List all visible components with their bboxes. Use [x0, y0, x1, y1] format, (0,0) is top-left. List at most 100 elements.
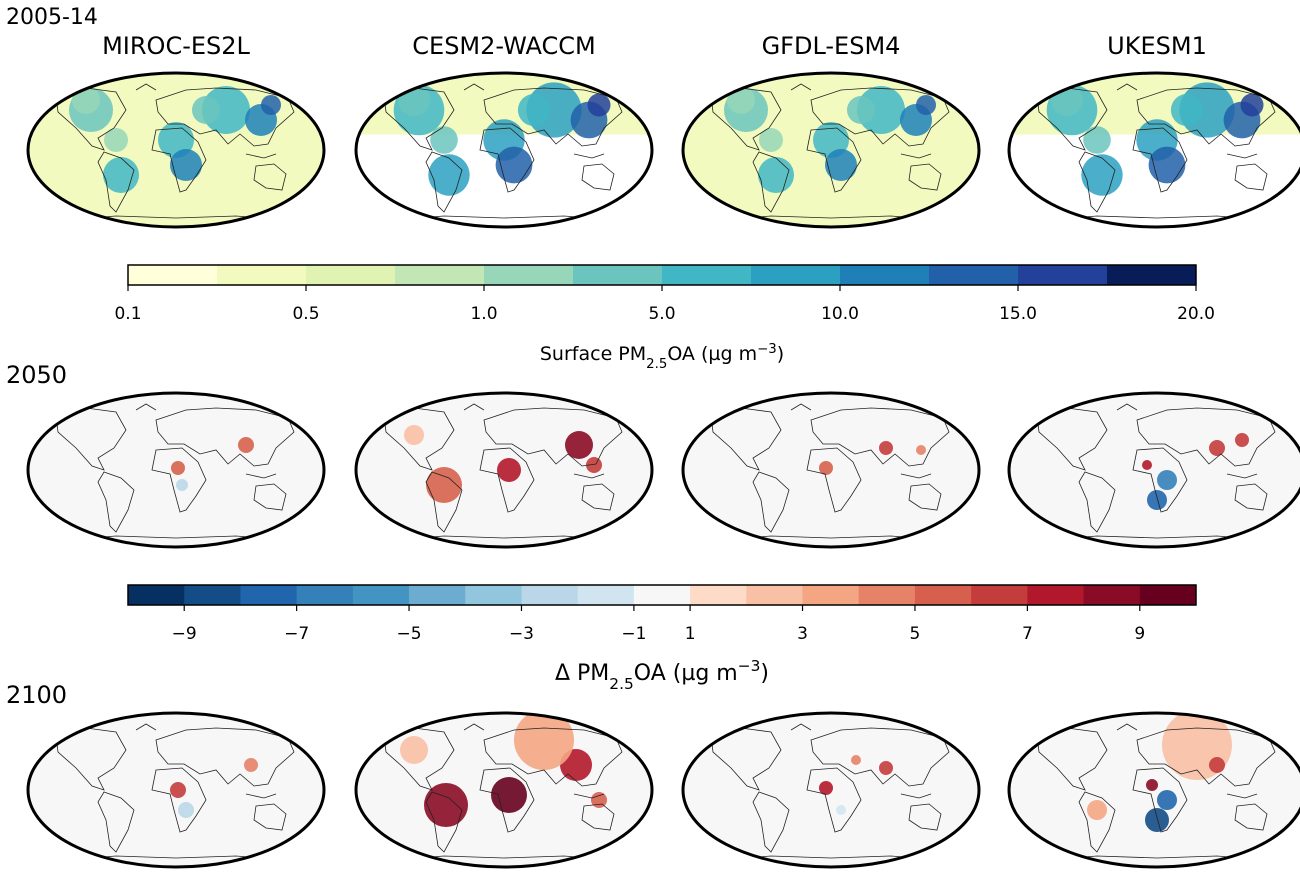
- field-blob: [1148, 146, 1186, 184]
- colorbar-box: [217, 265, 307, 285]
- field-blob: [517, 93, 551, 127]
- colorbar-box: [296, 585, 354, 605]
- map-panel: [683, 73, 979, 227]
- colorbar-box: [484, 265, 574, 285]
- field-blob: [1170, 93, 1204, 127]
- colorbar-box: [662, 265, 752, 285]
- field-blob: [171, 461, 185, 475]
- field-blob: [491, 777, 527, 813]
- colorbar-tick-label: 1: [685, 624, 696, 644]
- model-title: GFDL-ESM4: [762, 32, 901, 60]
- colorbar-box: [914, 585, 972, 605]
- colorbar-tick-label: 3: [797, 624, 808, 644]
- field-blob: [1235, 433, 1249, 447]
- colorbar-tick-label: −9: [172, 624, 197, 644]
- period-label: 2050: [6, 361, 67, 389]
- field-blob: [430, 126, 458, 154]
- field-blob: [404, 425, 424, 445]
- colorbar-label: Surface PM2.5OA (µg m−3): [540, 342, 784, 372]
- colorbar-tick-label: 7: [1022, 624, 1033, 644]
- field-blob: [916, 445, 926, 455]
- map-border: [1007, 71, 1300, 229]
- period-label: 2005-14: [6, 5, 98, 30]
- map-border: [26, 71, 326, 229]
- colorbar-box: [858, 585, 916, 605]
- field-blob: [1145, 808, 1169, 832]
- colorbar-box: [1018, 265, 1108, 285]
- colorbar-tick-label: 5.0: [648, 304, 675, 324]
- colorbar-tick-label: 5: [910, 624, 921, 644]
- field-blob: [426, 467, 462, 503]
- colorbar-tick-label: −3: [509, 624, 534, 644]
- colorbar-box: [128, 585, 185, 605]
- map-background: [1009, 393, 1300, 547]
- model-title: UKESM1: [1107, 32, 1207, 60]
- field-blob: [1157, 790, 1177, 810]
- field-blob: [565, 431, 593, 459]
- colorbar-tick-label: 0.1: [114, 304, 141, 324]
- field-blob: [103, 157, 139, 193]
- label-part: −3: [738, 657, 761, 675]
- colorbar-tick-label: 9: [1134, 624, 1145, 644]
- colorbar-tick-label: 15.0: [999, 304, 1037, 324]
- map-panel: [356, 393, 652, 547]
- map-border: [681, 391, 981, 549]
- map-border: [354, 71, 654, 229]
- colorbar-tick-label: −5: [397, 624, 422, 644]
- field-blob: [1157, 470, 1177, 490]
- colorbar-box: [352, 585, 410, 605]
- field-blob: [1240, 93, 1264, 117]
- colorbar-box: [573, 265, 663, 285]
- map-border: [354, 391, 654, 549]
- model-title: MIROC-ES2L: [102, 32, 250, 60]
- colorbar-tick-label: 1.0: [470, 304, 497, 324]
- colorbar-tick-label: −7: [284, 624, 309, 644]
- label-part: Δ PM: [555, 661, 609, 686]
- field-blob: [879, 761, 893, 775]
- field-blob: [1147, 490, 1167, 510]
- field-blob: [836, 805, 846, 815]
- field-blob: [587, 93, 611, 117]
- field-blob: [1087, 800, 1107, 820]
- map-grid: MIROC-ES2L CESM2-WACCM GFDL-ESM4 UKESM1: [26, 32, 1300, 869]
- label-part: 2.5: [609, 675, 633, 693]
- field-blob: [261, 95, 281, 115]
- field-blob: [1081, 154, 1123, 196]
- colorbar-tick-label: −1: [621, 624, 646, 644]
- label-part: 2.5: [646, 357, 667, 372]
- colorbar-box: [465, 585, 522, 605]
- colorbar-tick-label: 10.0: [821, 304, 859, 324]
- colorbar-box: [746, 585, 804, 605]
- colorbar-box: [1083, 585, 1141, 605]
- field-blob: [514, 713, 574, 770]
- field-blob: [916, 95, 936, 115]
- field-blob: [170, 149, 202, 181]
- field-blob: [104, 128, 128, 152]
- map-panel: [28, 393, 324, 547]
- model-title: CESM2-WACCM: [412, 32, 595, 60]
- colorbar-box: [1027, 585, 1085, 605]
- field-blob: [428, 154, 470, 196]
- colorbar-box: [1107, 265, 1197, 285]
- colorbar-tick-label: 20.0: [1177, 304, 1215, 324]
- map-panel: [683, 393, 979, 547]
- colorbar-box: [751, 265, 841, 285]
- field-blob: [424, 783, 468, 827]
- map-panel: [356, 713, 652, 867]
- field-blob: [244, 758, 258, 772]
- field-blob: [1146, 779, 1158, 791]
- colorbar-box: [240, 585, 298, 605]
- field-blob: [857, 86, 905, 134]
- map-panel: [683, 713, 979, 867]
- field-blob: [591, 792, 607, 808]
- label-part: OA (µg m: [634, 661, 738, 686]
- field-blob: [586, 457, 602, 473]
- map-panel: [1009, 713, 1300, 867]
- field-blob: [825, 149, 857, 181]
- colorbar-box: [690, 585, 747, 605]
- colorbar-box: [409, 585, 466, 605]
- colorbar-box: [521, 585, 579, 605]
- field-blob: [497, 458, 521, 482]
